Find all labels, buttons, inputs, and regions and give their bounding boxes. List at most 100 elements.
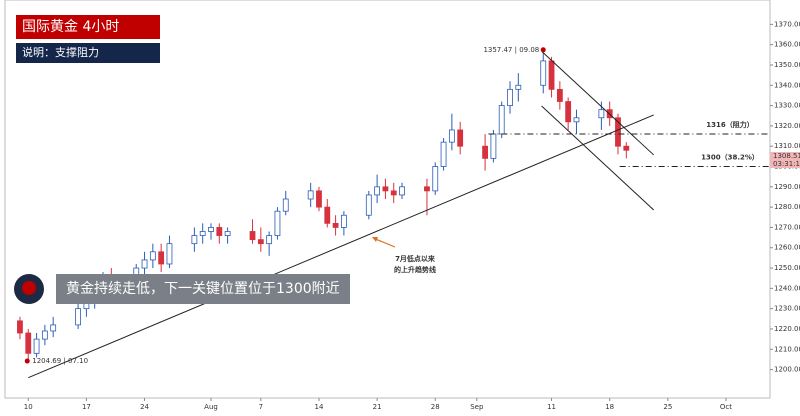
candle-body xyxy=(573,117,580,123)
candle-body xyxy=(507,88,513,106)
candle-body xyxy=(540,60,547,86)
candle-body xyxy=(149,251,156,261)
candle-body xyxy=(390,190,397,196)
y-tick-label: 1350.00 xyxy=(774,61,800,69)
y-tick-label: 1340.00 xyxy=(774,81,800,89)
trend-line xyxy=(541,105,655,211)
candle-body xyxy=(249,231,256,241)
x-tick-label: 14 xyxy=(315,403,324,411)
candle-body xyxy=(515,84,522,90)
x-tick-label: 18 xyxy=(605,403,614,411)
y-tick-label: 1230.00 xyxy=(774,305,800,313)
candle-body xyxy=(556,88,563,102)
price-tag-bg xyxy=(770,152,800,160)
x-tick-label: Sep xyxy=(470,403,484,411)
price-tag: 03:31:13 xyxy=(773,160,800,168)
candle-body xyxy=(365,194,372,216)
candle-body xyxy=(374,186,381,196)
candle-body xyxy=(382,186,389,192)
candle-body xyxy=(316,190,322,208)
candle-body xyxy=(257,239,264,245)
candle-body xyxy=(623,145,630,151)
peak-label: 1357.47 | 09.08 xyxy=(483,46,539,54)
logo-dot xyxy=(22,281,36,295)
candle-body xyxy=(498,105,505,135)
candle-body xyxy=(224,231,231,236)
x-tick-label: 11 xyxy=(547,403,556,411)
price-tag: 1308.51 xyxy=(773,152,800,160)
y-tick-label: 1290.00 xyxy=(774,183,800,191)
candle-body xyxy=(50,324,57,332)
y-tick-label: 1270.00 xyxy=(774,223,800,231)
candle-body xyxy=(216,227,223,236)
candle-body xyxy=(432,166,439,192)
candle-body xyxy=(615,117,621,147)
candle-body xyxy=(598,109,605,119)
y-tick-label: 1280.00 xyxy=(774,203,800,211)
x-tick-label: Aug xyxy=(204,403,218,411)
candle-body xyxy=(33,338,40,354)
y-tick-label: 1310.00 xyxy=(774,142,800,150)
x-tick-label: 7 xyxy=(259,403,263,411)
candle-body xyxy=(208,227,214,232)
y-tick-label: 1250.00 xyxy=(774,264,800,272)
candle-body xyxy=(490,133,497,159)
plot-frame xyxy=(4,0,771,399)
y-tick-label: 1240.00 xyxy=(774,284,800,292)
subtitle-box: 说明：支撑阻力 xyxy=(16,43,160,63)
y-tick-label: 1330.00 xyxy=(774,102,800,110)
candle-body xyxy=(17,320,23,334)
candle-body xyxy=(482,145,488,159)
title: 国际黄金 4小时 xyxy=(22,19,120,35)
y-tick-label: 1260.00 xyxy=(774,244,800,252)
x-tick-label: 21 xyxy=(373,403,382,411)
candle-body xyxy=(141,259,148,269)
title-box: 国际黄金 4小时 xyxy=(16,15,160,39)
candle-body xyxy=(332,222,339,228)
candle-body xyxy=(282,198,289,212)
note-arrowhead xyxy=(372,237,378,242)
y-tick-label: 1200.00 xyxy=(774,366,800,374)
candle-body xyxy=(307,190,314,200)
candle-body xyxy=(340,214,347,228)
trend-line xyxy=(542,51,655,156)
logo xyxy=(14,274,44,304)
trend-note: 的上升趋势线 xyxy=(394,265,436,274)
level-label: 1300（38.2%） xyxy=(701,154,759,162)
candle-body xyxy=(266,235,273,245)
candle-body xyxy=(166,243,173,265)
candle-body xyxy=(191,235,198,245)
candle-body xyxy=(25,332,32,354)
trend-note: 7月低点以来 xyxy=(395,254,436,263)
peak-dot xyxy=(540,47,546,53)
candle-body xyxy=(274,210,281,236)
x-tick-label: Oct xyxy=(720,403,732,411)
candle-body xyxy=(41,330,48,340)
subtitle: 说明：支撑阻力 xyxy=(22,46,99,59)
y-tick-label: 1220.00 xyxy=(774,325,800,333)
candle-body xyxy=(75,308,81,326)
y-tick-label: 1370.00 xyxy=(774,20,800,28)
candle-body xyxy=(440,141,447,167)
candle-body xyxy=(548,60,555,90)
banner: 黄金持续走低，下一关键位置位于1300附近 xyxy=(56,274,350,304)
x-tick-label: 24 xyxy=(140,403,149,411)
candle-body xyxy=(448,129,455,143)
y-tick-label: 1320.00 xyxy=(774,122,800,130)
trend-line xyxy=(28,114,654,379)
x-tick-label: 17 xyxy=(82,403,91,411)
low-label: 1204.69 | 07.10 xyxy=(32,357,88,365)
level-label: 1316（阻力） xyxy=(706,120,753,129)
candle-body xyxy=(199,231,206,236)
x-tick-label: 25 xyxy=(663,403,672,411)
candle-body xyxy=(457,129,464,147)
low-dot xyxy=(24,358,30,364)
candle-body xyxy=(399,186,405,196)
banner-text: 黄金持续走低，下一关键位置位于1300附近 xyxy=(66,281,340,297)
candle-body xyxy=(565,101,572,123)
candle-body xyxy=(158,251,165,265)
candle-body xyxy=(424,186,430,192)
y-tick-label: 1360.00 xyxy=(774,41,800,49)
